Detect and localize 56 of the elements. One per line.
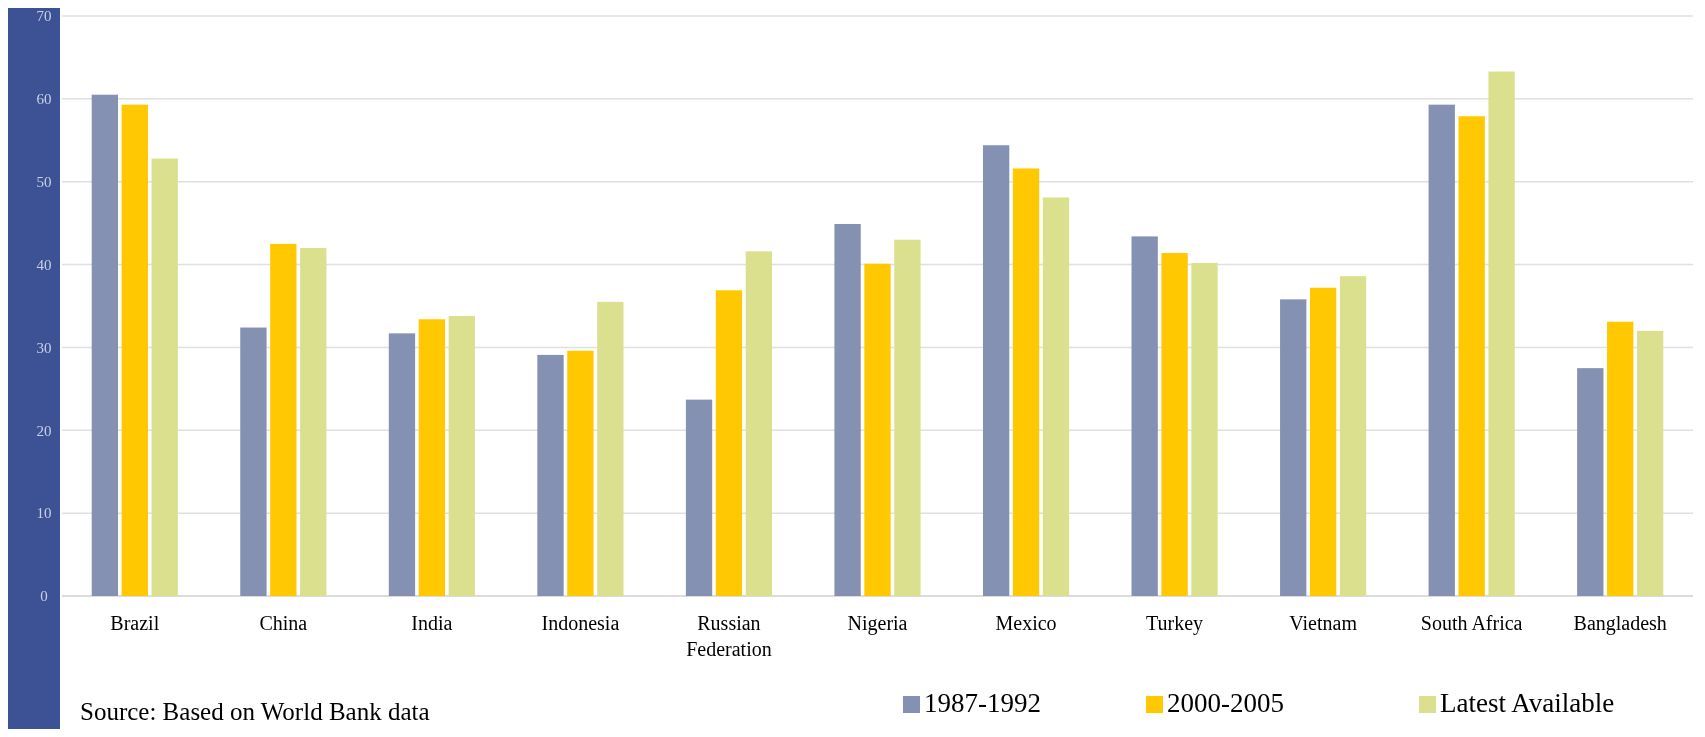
x-tick-label: India xyxy=(411,612,453,634)
bar xyxy=(1428,104,1455,596)
y-tick-label: 70 xyxy=(36,8,52,25)
bar xyxy=(894,239,921,596)
bar xyxy=(240,327,267,596)
bar xyxy=(715,290,743,596)
x-tick-label: Indonesia xyxy=(541,612,620,634)
bar xyxy=(91,94,119,596)
bar xyxy=(1191,262,1218,596)
x-tick-label: Turkey xyxy=(1146,612,1204,635)
bar xyxy=(685,399,713,596)
bar xyxy=(1488,71,1515,596)
bar xyxy=(1607,321,1634,596)
bar xyxy=(1636,330,1664,596)
bar xyxy=(567,350,594,596)
bar xyxy=(121,104,148,596)
y-tick-label: 10 xyxy=(36,505,52,522)
legend-label: 2000-2005 xyxy=(1167,688,1284,718)
bar xyxy=(745,251,773,596)
bar xyxy=(1458,116,1485,596)
bar xyxy=(982,145,1010,596)
y-tick-label: 50 xyxy=(36,173,52,190)
bar xyxy=(1309,287,1337,596)
legend-label: Latest Available xyxy=(1440,688,1615,718)
x-tick-label: Nigeria xyxy=(847,612,908,635)
bar xyxy=(1012,168,1040,596)
bar xyxy=(270,243,297,596)
bar xyxy=(388,333,416,596)
y-tick-label: 60 xyxy=(36,91,52,108)
bar xyxy=(300,248,327,596)
x-tick-label: Vietnam xyxy=(1289,612,1358,634)
bar xyxy=(151,158,178,596)
x-tick-label: South Africa xyxy=(1420,612,1523,634)
y-tick-label: 0 xyxy=(40,588,48,605)
x-tick-label: China xyxy=(259,612,308,634)
bar xyxy=(418,319,446,596)
x-tick-label: Russian Federation xyxy=(686,612,772,660)
bar xyxy=(1042,197,1070,596)
bar xyxy=(1161,252,1188,596)
x-tick-label: Mexico xyxy=(995,612,1057,634)
bar xyxy=(1280,299,1307,596)
bar xyxy=(1131,236,1158,596)
bar xyxy=(1339,276,1367,596)
bar xyxy=(448,315,475,596)
source-note: Source: Based on World Bank data xyxy=(80,698,430,725)
bar xyxy=(834,223,861,596)
y-tick-label: 20 xyxy=(36,422,52,439)
bar xyxy=(597,301,624,596)
y-tick-label: 40 xyxy=(36,256,52,273)
legend-label: 1987-1992 xyxy=(924,688,1041,718)
bar xyxy=(864,263,891,596)
bar xyxy=(1577,368,1604,596)
x-tick-label: Brazil xyxy=(110,612,160,634)
y-tick-label: 30 xyxy=(36,339,52,356)
bar xyxy=(537,354,564,596)
x-tick-label: Bangladesh xyxy=(1573,612,1667,635)
